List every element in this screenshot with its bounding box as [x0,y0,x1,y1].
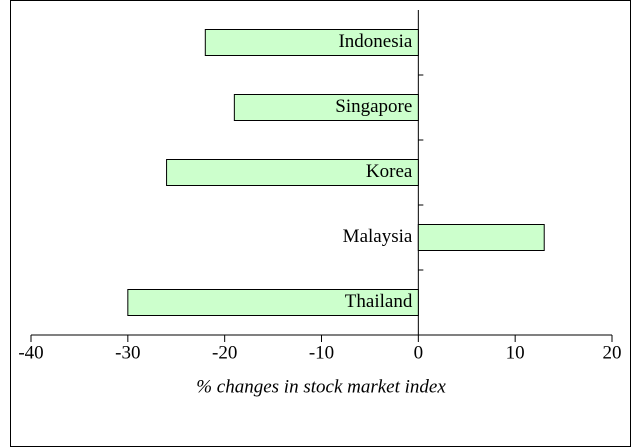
x-tick-label: -10 [309,342,334,363]
category-label: Korea [366,161,413,182]
bar [204,29,419,56]
x-tick-label: 10 [506,342,525,363]
category-label: Indonesia [338,31,412,52]
chart-frame [10,0,631,447]
category-label: Singapore [335,96,412,117]
x-tick-label: 20 [603,342,622,363]
bar [127,289,419,316]
x-axis-title: % changes in stock market index [196,376,446,397]
bar [166,159,419,186]
x-tick-label: -20 [212,342,237,363]
category-label: Malaysia [343,226,413,247]
category-label: Thailand [345,291,413,312]
bar [233,94,419,121]
x-tick-label: -40 [18,342,43,363]
x-tick-label: -30 [115,342,140,363]
bar [417,224,545,251]
x-tick-label: 0 [414,342,424,363]
